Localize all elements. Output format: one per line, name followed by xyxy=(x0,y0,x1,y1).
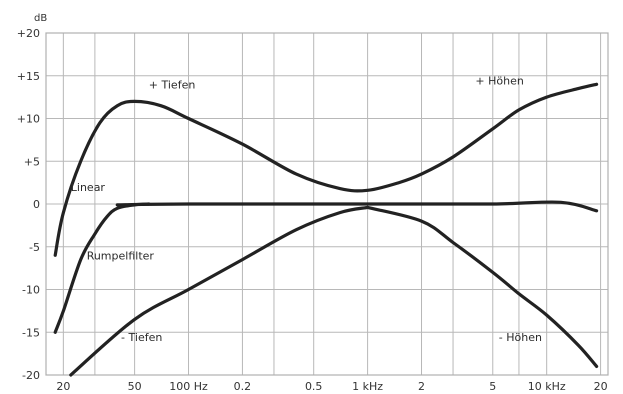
y-tick-label: +20 xyxy=(17,27,40,40)
y-axis-unit-label: dB xyxy=(34,13,47,24)
curve-hoehen xyxy=(366,205,599,368)
y-tick-label: -15 xyxy=(22,326,40,339)
y-tick-label: +10 xyxy=(17,113,40,126)
label-hoehen: - Höhen xyxy=(499,331,542,344)
x-tick-label: 0.5 xyxy=(305,380,323,393)
y-tick-label: +5 xyxy=(24,155,40,168)
y-tick-label: -10 xyxy=(22,284,40,297)
x-tick-label: 20 xyxy=(594,380,608,393)
curve-tiefen xyxy=(53,82,599,257)
x-tick-label: 0.2 xyxy=(234,380,252,393)
label-linear: Linear xyxy=(71,181,106,194)
x-tick-label: 20 xyxy=(56,380,70,393)
y-tick-label: +15 xyxy=(17,70,40,83)
y-axis-ticks: +20 +15 +10 +5 0 -5 -10 -15 -20 xyxy=(17,27,40,382)
curves xyxy=(53,82,599,377)
label-rumpelfilter: Rumpelfilter xyxy=(87,250,155,263)
x-tick-label: 100 Hz xyxy=(169,380,208,393)
x-tick-label: 2 xyxy=(418,380,425,393)
curve-linear xyxy=(115,200,599,213)
y-tick-label: 0 xyxy=(33,198,40,211)
x-tick-label: 1 kHz xyxy=(352,380,383,393)
x-tick-label: 10 kHz xyxy=(528,380,566,393)
x-tick-label: 5 xyxy=(489,380,496,393)
curve-annotations: + Tiefen + Höhen Linear Rumpelfilter - Tiefe… xyxy=(71,74,542,344)
label-tiefen: + Tiefen xyxy=(149,79,196,92)
x-tick-label: 50 xyxy=(128,380,142,393)
curve-tiefen xyxy=(69,205,370,377)
label-hoehen: + Höhen xyxy=(475,74,523,87)
plot-frame xyxy=(45,32,609,376)
y-tick-label: -5 xyxy=(29,241,40,254)
curve-rumpelfilter xyxy=(53,202,151,334)
x-axis-ticks: 20 50 100 Hz 0.2 0.5 1 kHz 2 5 10 kHz 20 xyxy=(56,380,607,393)
label-tiefen: - Tiefen xyxy=(121,331,162,344)
y-tick-label: -20 xyxy=(22,369,40,382)
